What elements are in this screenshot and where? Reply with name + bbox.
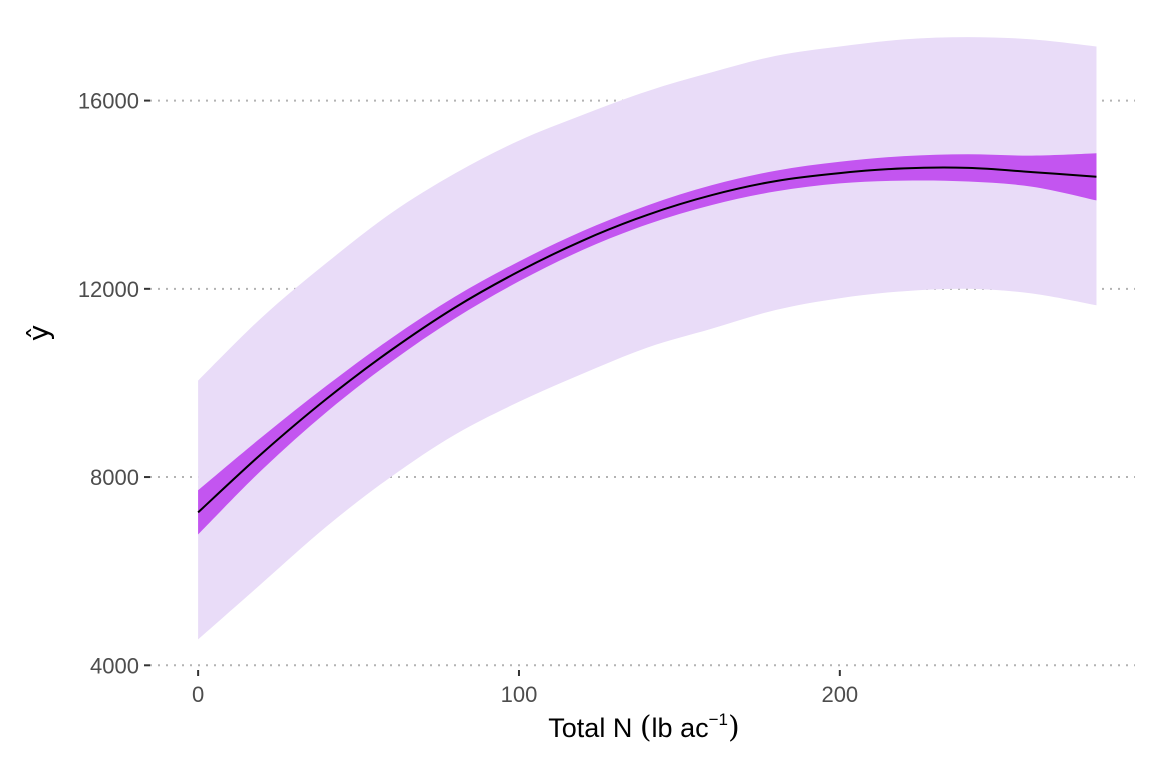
- y-axis-title: ŷ: [22, 325, 55, 342]
- y-tick-label-8000: 8000: [90, 465, 139, 490]
- y-axis-ticks: 4000 8000 12000 16000: [78, 89, 150, 678]
- x-tick-label-100: 100: [501, 682, 538, 707]
- y-tick-label-12000: 12000: [78, 277, 139, 302]
- prediction-band: [198, 37, 1097, 640]
- x-axis-title: Total N (lb ac−1): [548, 710, 739, 745]
- y-tick-label-4000: 4000: [90, 653, 139, 678]
- fit-line: [197, 166, 1097, 514]
- x-tick-label-200: 200: [821, 682, 858, 707]
- x-tick-label-0: 0: [192, 682, 204, 707]
- y-tick-label-16000: 16000: [78, 89, 139, 114]
- x-axis-ticks: 0 100 200: [192, 670, 858, 707]
